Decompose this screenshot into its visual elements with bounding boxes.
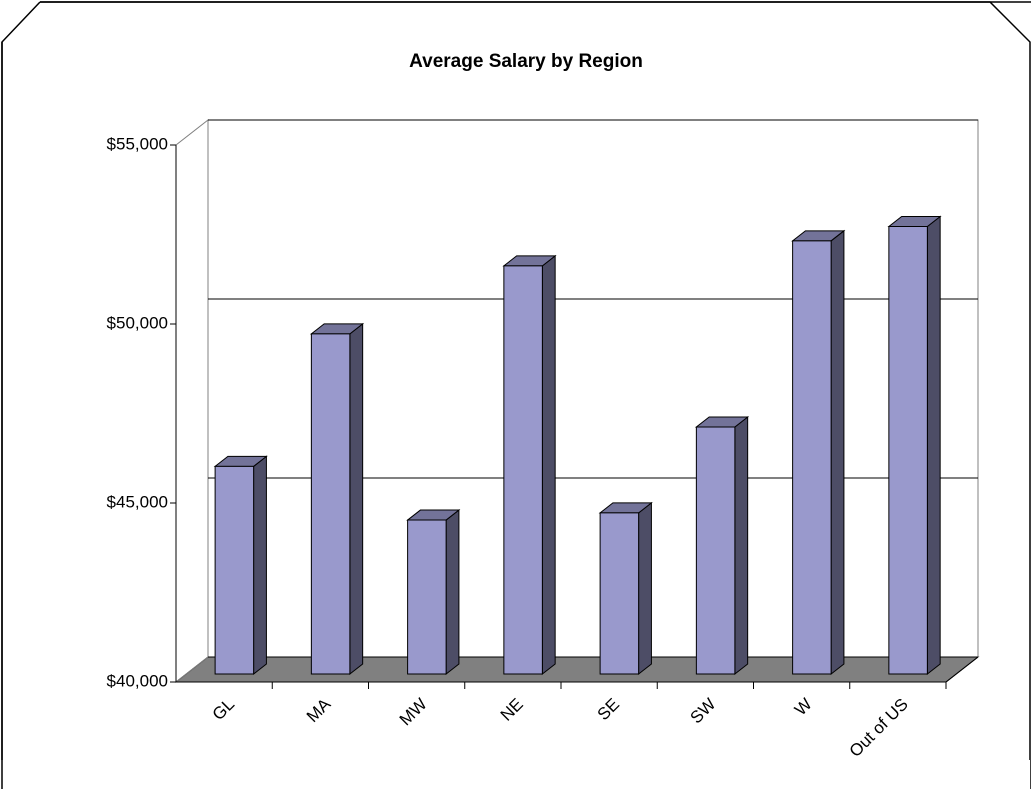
y-tick-label: $45,000 (107, 492, 168, 511)
bar-side (830, 229, 845, 676)
bar-side (445, 509, 460, 676)
x-axis-depth (945, 656, 979, 683)
floor (174, 656, 980, 683)
bar-side (638, 501, 652, 676)
bar (792, 240, 832, 675)
x-tick-label: MW (396, 695, 431, 730)
bar (503, 265, 543, 675)
bar-side (734, 415, 749, 676)
bar (599, 512, 640, 675)
side-wall (175, 118, 209, 684)
bar (695, 426, 736, 675)
x-tick-label: W (791, 695, 816, 720)
bar (214, 465, 255, 675)
bar-side (253, 455, 267, 676)
bar (407, 519, 447, 675)
y-tick-label: $40,000 (107, 671, 168, 690)
chart-frame-edge (1, 1, 1031, 760)
y-tick-label: $50,000 (107, 313, 168, 332)
chart-title: Average Salary by Region (409, 51, 643, 72)
bar (888, 226, 928, 675)
bar-side (926, 215, 941, 676)
bar (310, 333, 351, 675)
x-tick-label: SW (687, 695, 720, 728)
x-tick-label: Out of US (846, 695, 912, 761)
bar-side (349, 322, 364, 676)
x-tick-label: SE (594, 695, 623, 724)
x-tick-label: GL (209, 695, 238, 724)
y-tick-label: $55,000 (107, 134, 168, 153)
x-tick-label: MA (303, 694, 335, 726)
x-tick-label: NE (497, 695, 527, 725)
bar-side (541, 254, 556, 676)
